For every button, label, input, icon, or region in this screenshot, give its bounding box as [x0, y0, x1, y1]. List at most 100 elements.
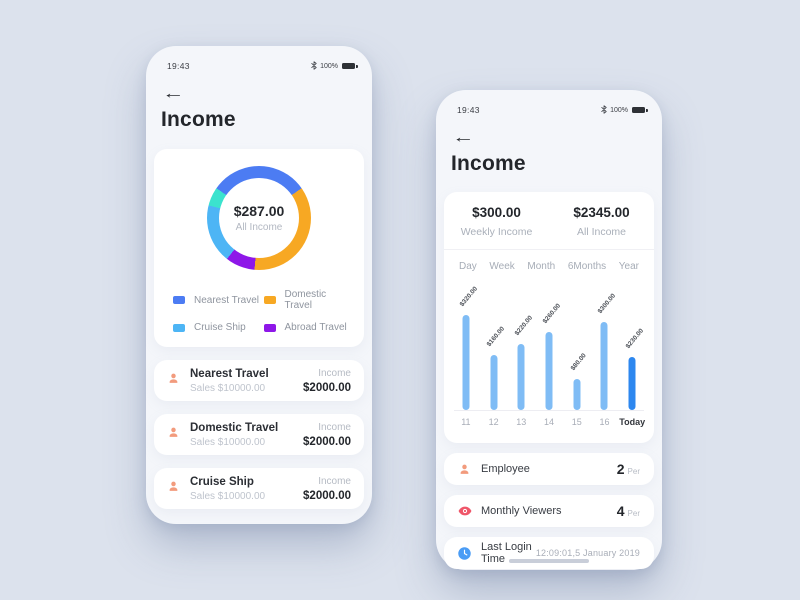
legend-marker	[173, 296, 185, 304]
all-income-label: All Income	[235, 222, 283, 233]
status-icons: 100%	[311, 57, 358, 75]
status-time: 19:43	[457, 105, 480, 115]
tab-year[interactable]: Year	[618, 261, 639, 272]
page-title: Income	[161, 108, 236, 131]
back-arrow-icon: ←	[162, 85, 185, 102]
income-label: Income	[318, 475, 351, 487]
legend-label: Nearest Travel	[194, 294, 260, 306]
row-income: Income $2000.00	[303, 422, 351, 448]
back-button[interactable]: ←	[146, 75, 186, 101]
bar-chart: $320.00 $160.00 $220.00 $260.00 $80.00 $300.0…	[444, 272, 654, 443]
person-icon	[167, 425, 181, 444]
row-income: Income $2000.00	[303, 368, 351, 394]
donut-legend: Nearest Travel Domestic Travel Cruise Sh…	[154, 270, 364, 335]
home-indicator[interactable]	[509, 559, 589, 563]
bar	[628, 357, 636, 410]
person-icon	[167, 371, 181, 390]
bar	[517, 344, 525, 410]
battery-percent: 100%	[320, 62, 338, 70]
status-bar: 19:43 100%	[436, 90, 662, 119]
legend-item: Domestic Travel	[263, 289, 355, 311]
battery-icon	[342, 63, 358, 69]
income-row-cruise-ship[interactable]: Cruise Ship Sales $10000.00 Income $2000…	[154, 468, 364, 509]
bar-chart-xlabels: 11 12 13 14 15 16 Today	[452, 411, 646, 443]
row-texts: Cruise Ship Sales $10000.00	[181, 476, 303, 502]
bar-value-label: $230.00	[624, 327, 646, 350]
all-income-stat: $2345.00 All Income	[549, 205, 654, 238]
income-chart-card: $300.00 Weekly Income $2345.00 All Incom…	[444, 192, 654, 443]
employee-row[interactable]: Employee 2 Per	[444, 453, 654, 485]
tab-6months[interactable]: 6Months	[567, 261, 607, 272]
back-button[interactable]: ←	[436, 119, 476, 145]
weekly-income-label: Weekly Income	[460, 226, 533, 238]
last-login-row[interactable]: Last Login Time 12:09:01,5 January 2019	[444, 537, 654, 569]
last-login-label: Last Login Time	[481, 541, 532, 565]
income-donut-card: $287.00 All Income Nearest Travel Domest…	[154, 149, 364, 347]
monthly-viewers-count: 4 Per	[617, 503, 640, 519]
bar-column: $230.00	[618, 280, 646, 410]
bar-column: $320.00	[452, 280, 480, 410]
employee-count-unit: Per	[627, 467, 640, 476]
legend-item: Abroad Travel	[263, 322, 355, 333]
bar-column: $260.00	[535, 280, 563, 410]
bar	[573, 379, 581, 410]
bar-column: $80.00	[563, 280, 591, 410]
monthly-viewers-value: 4	[616, 503, 625, 519]
income-stats: $300.00 Weekly Income $2345.00 All Incom…	[444, 192, 654, 249]
row-sales: Sales $10000.00	[190, 490, 266, 502]
status-icons: 100%	[601, 101, 648, 119]
bar	[490, 355, 498, 410]
status-bar: 19:43 100%	[146, 46, 372, 75]
bar-value-label: $300.00	[596, 292, 618, 315]
all-income-value: $2345.00	[573, 205, 630, 220]
row-title: Domestic Travel	[190, 421, 279, 434]
legend-label: Domestic Travel	[284, 289, 327, 311]
clock-icon	[458, 546, 474, 560]
income-row-domestic-travel[interactable]: Domestic Travel Sales $10000.00 Income $…	[154, 414, 364, 455]
legend-label: Cruise Ship	[194, 322, 246, 333]
tab-day[interactable]: Day	[459, 261, 477, 272]
phone-right: 19:43 100% ← Income $300.00 Weekly Incom…	[436, 90, 662, 570]
x-axis-label: Today	[619, 417, 646, 427]
bluetooth-icon	[311, 57, 317, 75]
bar-value-label: $80.00	[569, 352, 588, 372]
income-label: Income	[318, 421, 351, 433]
monthly-viewers-row[interactable]: Monthly Viewers 4 Per	[444, 495, 654, 527]
row-income: Income $2000.00	[303, 476, 351, 502]
last-login-value: 12:09:01,5 January 2019	[535, 548, 640, 558]
x-axis-label: 13	[516, 417, 527, 427]
bar-column: $300.00	[591, 280, 619, 410]
income-value: $2000.00	[303, 381, 351, 394]
x-axis-label: 16	[599, 417, 610, 427]
status-time: 19:43	[167, 61, 190, 71]
eye-icon	[458, 506, 474, 516]
page-title: Income	[451, 152, 526, 175]
income-value: $2000.00	[303, 435, 351, 448]
weekly-income-value: $300.00	[472, 205, 521, 220]
row-texts: Nearest Travel Sales $10000.00	[181, 368, 303, 394]
battery-percent: 100%	[610, 106, 628, 114]
employee-label: Employee	[481, 463, 530, 475]
row-title: Nearest Travel	[190, 367, 269, 380]
bar-chart-columns: $320.00 $160.00 $220.00 $260.00 $80.00 $300.0…	[452, 280, 646, 410]
legend-label: Abroad Travel	[284, 322, 347, 333]
income-label: Income	[318, 367, 351, 379]
row-sales: Sales $10000.00	[190, 382, 266, 394]
legend-marker	[173, 323, 185, 332]
back-arrow-icon: ←	[452, 129, 475, 146]
tab-month[interactable]: Month	[527, 261, 556, 272]
income-row-nearest-travel[interactable]: Nearest Travel Sales $10000.00 Income $2…	[154, 360, 364, 401]
row-texts: Domestic Travel Sales $10000.00	[181, 422, 303, 448]
person-icon	[167, 479, 181, 498]
tab-week[interactable]: Week	[489, 261, 515, 272]
row-sales: Sales $10000.00	[190, 436, 266, 448]
legend-marker	[263, 296, 276, 304]
phone-left: 19:43 100% ← Income $287.00 All Income N…	[146, 46, 372, 524]
period-tabs: Day Week Month 6Months Year	[444, 250, 654, 272]
monthly-viewers-unit: Per	[627, 509, 640, 518]
weekly-income-stat: $300.00 Weekly Income	[444, 205, 549, 238]
legend-item: Nearest Travel	[173, 289, 264, 311]
x-axis-label: 15	[571, 417, 582, 427]
employee-count-value: 2	[616, 461, 625, 477]
legend-item: Cruise Ship	[173, 322, 264, 333]
